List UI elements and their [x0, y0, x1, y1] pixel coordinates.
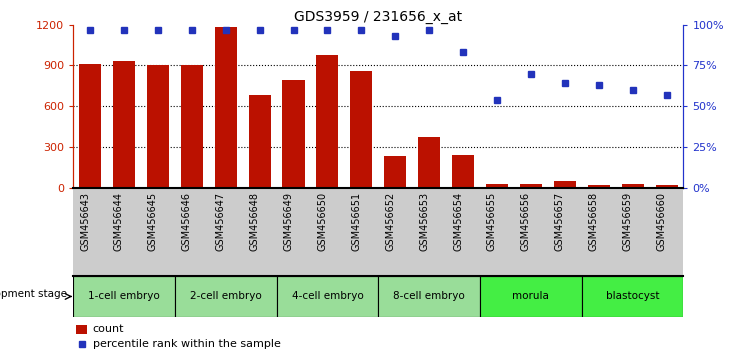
Title: GDS3959 / 231656_x_at: GDS3959 / 231656_x_at	[295, 10, 462, 24]
Text: GSM456652: GSM456652	[385, 192, 395, 251]
Text: GSM456657: GSM456657	[555, 192, 565, 251]
Bar	[520, 183, 542, 188]
Text: GSM456659: GSM456659	[623, 192, 632, 251]
Text: GSM456647: GSM456647	[216, 192, 226, 251]
Text: 8-cell embryo: 8-cell embryo	[393, 291, 465, 302]
Text: development stage: development stage	[0, 290, 67, 299]
Bar	[554, 181, 576, 188]
Text: GSM456649: GSM456649	[284, 192, 294, 251]
Bar	[215, 28, 237, 188]
Bar	[76, 325, 87, 334]
Text: GSM456656: GSM456656	[521, 192, 531, 251]
Text: GSM456643: GSM456643	[80, 192, 90, 251]
Text: GSM456650: GSM456650	[317, 192, 327, 251]
Bar	[175, 276, 276, 317]
Text: count: count	[93, 324, 124, 335]
Text: 1-cell embryo: 1-cell embryo	[88, 291, 160, 302]
Bar	[418, 137, 440, 188]
Bar	[79, 64, 101, 188]
Bar	[113, 62, 135, 188]
Text: GSM456654: GSM456654	[453, 192, 463, 251]
Text: GSM456658: GSM456658	[588, 192, 599, 251]
Text: GSM456645: GSM456645	[148, 192, 158, 251]
Bar	[486, 183, 508, 188]
Text: percentile rank within the sample: percentile rank within the sample	[93, 339, 281, 349]
Text: 2-cell embryo: 2-cell embryo	[190, 291, 262, 302]
Text: GSM456648: GSM456648	[249, 192, 260, 251]
Text: GSM456655: GSM456655	[487, 192, 497, 251]
Bar	[350, 71, 372, 188]
Text: morula: morula	[512, 291, 549, 302]
Text: GSM456660: GSM456660	[656, 192, 667, 251]
Text: GSM456644: GSM456644	[114, 192, 124, 251]
Bar	[385, 156, 406, 188]
Bar	[656, 185, 678, 188]
Bar	[317, 55, 338, 188]
Text: GSM456651: GSM456651	[352, 192, 361, 251]
Bar	[588, 185, 610, 188]
Bar	[147, 65, 169, 188]
Bar	[480, 276, 582, 317]
Text: 4-cell embryo: 4-cell embryo	[292, 291, 363, 302]
Bar	[379, 276, 480, 317]
Bar	[452, 155, 474, 188]
Bar	[282, 80, 305, 188]
Bar	[249, 95, 270, 188]
Bar	[73, 276, 175, 317]
Bar	[582, 276, 683, 317]
Bar	[181, 65, 202, 188]
Bar	[276, 276, 379, 317]
Text: GSM456646: GSM456646	[182, 192, 192, 251]
Text: GSM456653: GSM456653	[419, 192, 429, 251]
Bar	[621, 183, 643, 188]
Text: blastocyst: blastocyst	[606, 291, 659, 302]
